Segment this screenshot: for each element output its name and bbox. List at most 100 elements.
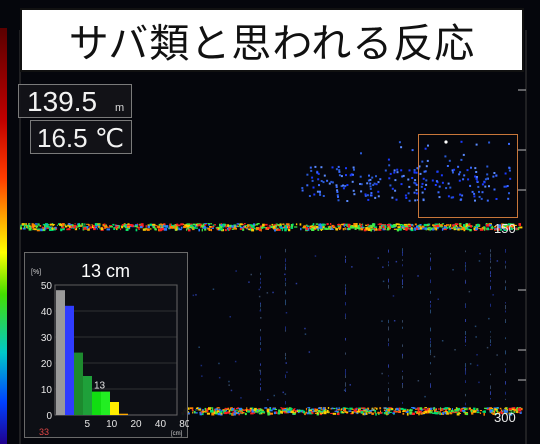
school-echo-upper-dot-21 bbox=[396, 168, 399, 171]
school-echo-dot-105 bbox=[404, 194, 407, 197]
bottom-echo-300-dot-454 bbox=[227, 411, 231, 414]
school-echo-dot-119 bbox=[395, 198, 398, 201]
bottom-echo-300-dot-405 bbox=[385, 411, 389, 413]
bottom-echo-300-dot-327 bbox=[355, 407, 358, 409]
noise-dot-4 bbox=[343, 389, 346, 391]
bottom-echo-150-dot-372 bbox=[406, 226, 410, 228]
depth-scale-300: 300 bbox=[494, 410, 516, 425]
noise-streak-7-20 bbox=[490, 280, 491, 282]
bottom-echo-150-dot-573 bbox=[476, 225, 479, 228]
noise-streak-5-7 bbox=[430, 291, 431, 294]
bottom-echo-300-dot-532 bbox=[300, 410, 303, 413]
bottom-echo-300-dot-520 bbox=[358, 409, 360, 411]
bottom-echo-150-dot-237 bbox=[92, 226, 96, 229]
depth-unit: m bbox=[115, 102, 125, 114]
bottom-echo-150-dot-597 bbox=[221, 226, 225, 228]
bottom-echo-300-dot-1 bbox=[415, 408, 418, 410]
bottom-echo-300-dot-47 bbox=[259, 408, 263, 412]
bottom-echo-150-dot-183 bbox=[61, 225, 64, 228]
school-echo-dot-86 bbox=[367, 179, 370, 182]
bottom-echo-300-dot-432 bbox=[494, 408, 498, 411]
school-echo-dot-28 bbox=[328, 182, 331, 185]
school-echo-dot-30 bbox=[335, 186, 338, 188]
school-echo-upper-dot-37 bbox=[374, 196, 377, 199]
school-echo-dot-107 bbox=[389, 184, 392, 187]
bottom-echo-150-dot-121 bbox=[158, 223, 162, 226]
bottom-echo-300-dot-96 bbox=[267, 412, 270, 416]
bottom-echo-150-dot-747 bbox=[453, 228, 456, 231]
bottom-echo-150-dot-843 bbox=[343, 224, 345, 227]
school-echo-upper-dot-31 bbox=[474, 175, 477, 178]
bottom-echo-150-dot-501 bbox=[461, 227, 465, 229]
school-echo-dot-133 bbox=[360, 183, 363, 186]
bottom-echo-150-dot-608 bbox=[176, 227, 179, 229]
bottom-echo-150-dot-84 bbox=[403, 223, 407, 226]
bottom-echo-150-dot-81 bbox=[33, 228, 35, 230]
noise-streak-6-16 bbox=[465, 380, 466, 383]
noise-streak-5-10 bbox=[430, 259, 431, 262]
bottom-echo-150-dot-458 bbox=[240, 226, 243, 229]
noise-dot-0 bbox=[478, 381, 480, 384]
noise-dot-36 bbox=[479, 252, 481, 255]
bottom-echo-300-dot-469 bbox=[479, 412, 482, 414]
bottom-echo-150-dot-595 bbox=[27, 224, 29, 226]
bottom-echo-300-dot-612 bbox=[213, 408, 215, 412]
school-echo-dot-117 bbox=[422, 199, 425, 202]
bottom-echo-150-dot-895 bbox=[286, 223, 290, 226]
bottom-echo-150-dot-193 bbox=[25, 223, 27, 226]
noise-dot-22 bbox=[248, 281, 250, 283]
bottom-echo-150-dot-803 bbox=[333, 225, 335, 227]
noise-dot-25 bbox=[441, 340, 444, 342]
bottom-echo-150-dot-927 bbox=[45, 224, 48, 225]
bottom-echo-150-dot-293 bbox=[330, 228, 334, 230]
bottom-echo-150-dot-618 bbox=[21, 223, 25, 225]
histogram-bar-6 bbox=[110, 402, 119, 415]
bottom-echo-150-dot-610 bbox=[362, 226, 365, 228]
bottom-echo-300-dot-439 bbox=[464, 412, 467, 415]
selection-rectangle[interactable] bbox=[418, 134, 518, 218]
bottom-echo-300-dot-476 bbox=[353, 409, 357, 412]
bottom-echo-300-dot-243 bbox=[434, 411, 437, 415]
bottom-echo-300-dot-111 bbox=[476, 411, 480, 414]
bottom-echo-300-dot-206 bbox=[354, 408, 357, 410]
bottom-echo-150-dot-592 bbox=[465, 224, 469, 227]
bottom-echo-150-dot-856 bbox=[503, 223, 508, 226]
bottom-echo-150-dot-327 bbox=[312, 227, 316, 230]
bottom-echo-300-dot-81 bbox=[227, 407, 230, 410]
bottom-echo-300-dot-366 bbox=[257, 412, 259, 414]
noise-streak-4-9 bbox=[402, 274, 403, 278]
school-echo-upper-dot-39 bbox=[421, 182, 424, 185]
bottom-echo-150-dot-942 bbox=[212, 226, 215, 227]
school-echo-dot-153 bbox=[475, 177, 478, 180]
noise-streak-2-11 bbox=[345, 375, 346, 378]
bottom-echo-150-dot-305 bbox=[330, 223, 332, 225]
bottom-echo-300-dot-549 bbox=[455, 407, 458, 410]
bottom-echo-150-dot-622 bbox=[159, 223, 163, 225]
school-echo-dot-68 bbox=[306, 184, 309, 187]
bottom-echo-150-dot-660 bbox=[243, 226, 245, 229]
bottom-echo-300-dot-614 bbox=[362, 407, 364, 409]
bottom-echo-150-dot-877 bbox=[507, 227, 510, 230]
school-echo-dot-129 bbox=[370, 192, 373, 194]
school-echo-dot-184 bbox=[413, 171, 416, 174]
noise-streak-6-7 bbox=[465, 319, 466, 321]
bottom-echo-300-dot-438 bbox=[311, 408, 315, 411]
bottom-echo-150-dot-815 bbox=[434, 223, 438, 225]
school-echo-upper-dot-5 bbox=[379, 178, 382, 181]
noise-streak-3-21 bbox=[388, 264, 389, 267]
bottom-echo-300-dot-217 bbox=[444, 409, 447, 412]
bottom-echo-150-dot-428 bbox=[505, 225, 509, 228]
bottom-echo-150-dot-294 bbox=[330, 226, 333, 229]
bottom-echo-150-dot-544 bbox=[202, 226, 206, 229]
bottom-echo-150-dot-512 bbox=[70, 225, 74, 228]
bottom-echo-150-dot-147 bbox=[331, 224, 334, 227]
noise-streak-4-13 bbox=[402, 384, 403, 389]
bottom-echo-150-dot-297 bbox=[244, 225, 246, 228]
bottom-echo-300-dot-213 bbox=[380, 410, 381, 413]
school-echo-dot-140 bbox=[447, 182, 450, 185]
bottom-echo-300-dot-622 bbox=[256, 409, 258, 410]
bottom-echo-150-dot-284 bbox=[68, 225, 72, 228]
school-echo-dot-179 bbox=[425, 165, 428, 168]
bottom-echo-150-dot-854 bbox=[455, 223, 459, 226]
school-echo-dot-13 bbox=[486, 199, 489, 202]
